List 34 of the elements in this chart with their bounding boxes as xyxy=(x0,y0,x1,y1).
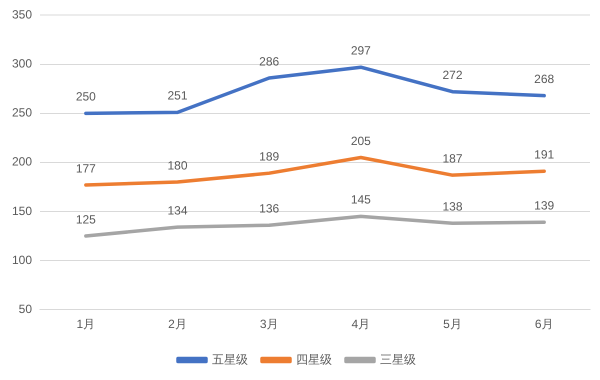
y-tick-label: 50 xyxy=(18,302,32,316)
data-label: 251 xyxy=(168,88,188,103)
data-label: 125 xyxy=(76,212,96,226)
data-label: 272 xyxy=(442,68,463,82)
y-tick-label: 350 xyxy=(12,8,32,22)
y-tick-label: 200 xyxy=(12,154,32,169)
data-label: 139 xyxy=(534,198,554,213)
y-tick-label: 300 xyxy=(12,56,32,71)
data-label: 205 xyxy=(350,134,372,148)
data-label: 177 xyxy=(76,161,96,176)
x-tick-label: 3月 xyxy=(260,317,279,332)
legend-label: 五星级 xyxy=(212,352,248,366)
data-label: 180 xyxy=(168,158,188,172)
x-tick-label: 5月 xyxy=(443,317,462,332)
y-tick-label: 250 xyxy=(12,106,32,120)
data-label: 189 xyxy=(259,150,280,164)
x-tick-label: 2月 xyxy=(168,317,187,332)
data-label: 286 xyxy=(259,54,280,68)
y-tick-label: 150 xyxy=(12,204,32,218)
x-tick-label: 6月 xyxy=(534,317,554,332)
data-label: 138 xyxy=(442,200,463,214)
x-tick-label: 1月 xyxy=(76,317,96,332)
data-label: 187 xyxy=(442,151,463,166)
data-label: 134 xyxy=(168,203,188,218)
data-label: 297 xyxy=(350,44,372,58)
data-label: 250 xyxy=(76,90,96,104)
y-tick-label: 100 xyxy=(12,252,32,267)
x-tick-label: 4月 xyxy=(352,317,370,332)
data-label: 145 xyxy=(350,192,372,207)
legend-label: 四星级 xyxy=(296,352,332,366)
data-label: 268 xyxy=(534,72,554,86)
data-label: 136 xyxy=(259,202,280,216)
data-label: 191 xyxy=(534,148,554,162)
legend-label: 三星级 xyxy=(380,352,416,366)
